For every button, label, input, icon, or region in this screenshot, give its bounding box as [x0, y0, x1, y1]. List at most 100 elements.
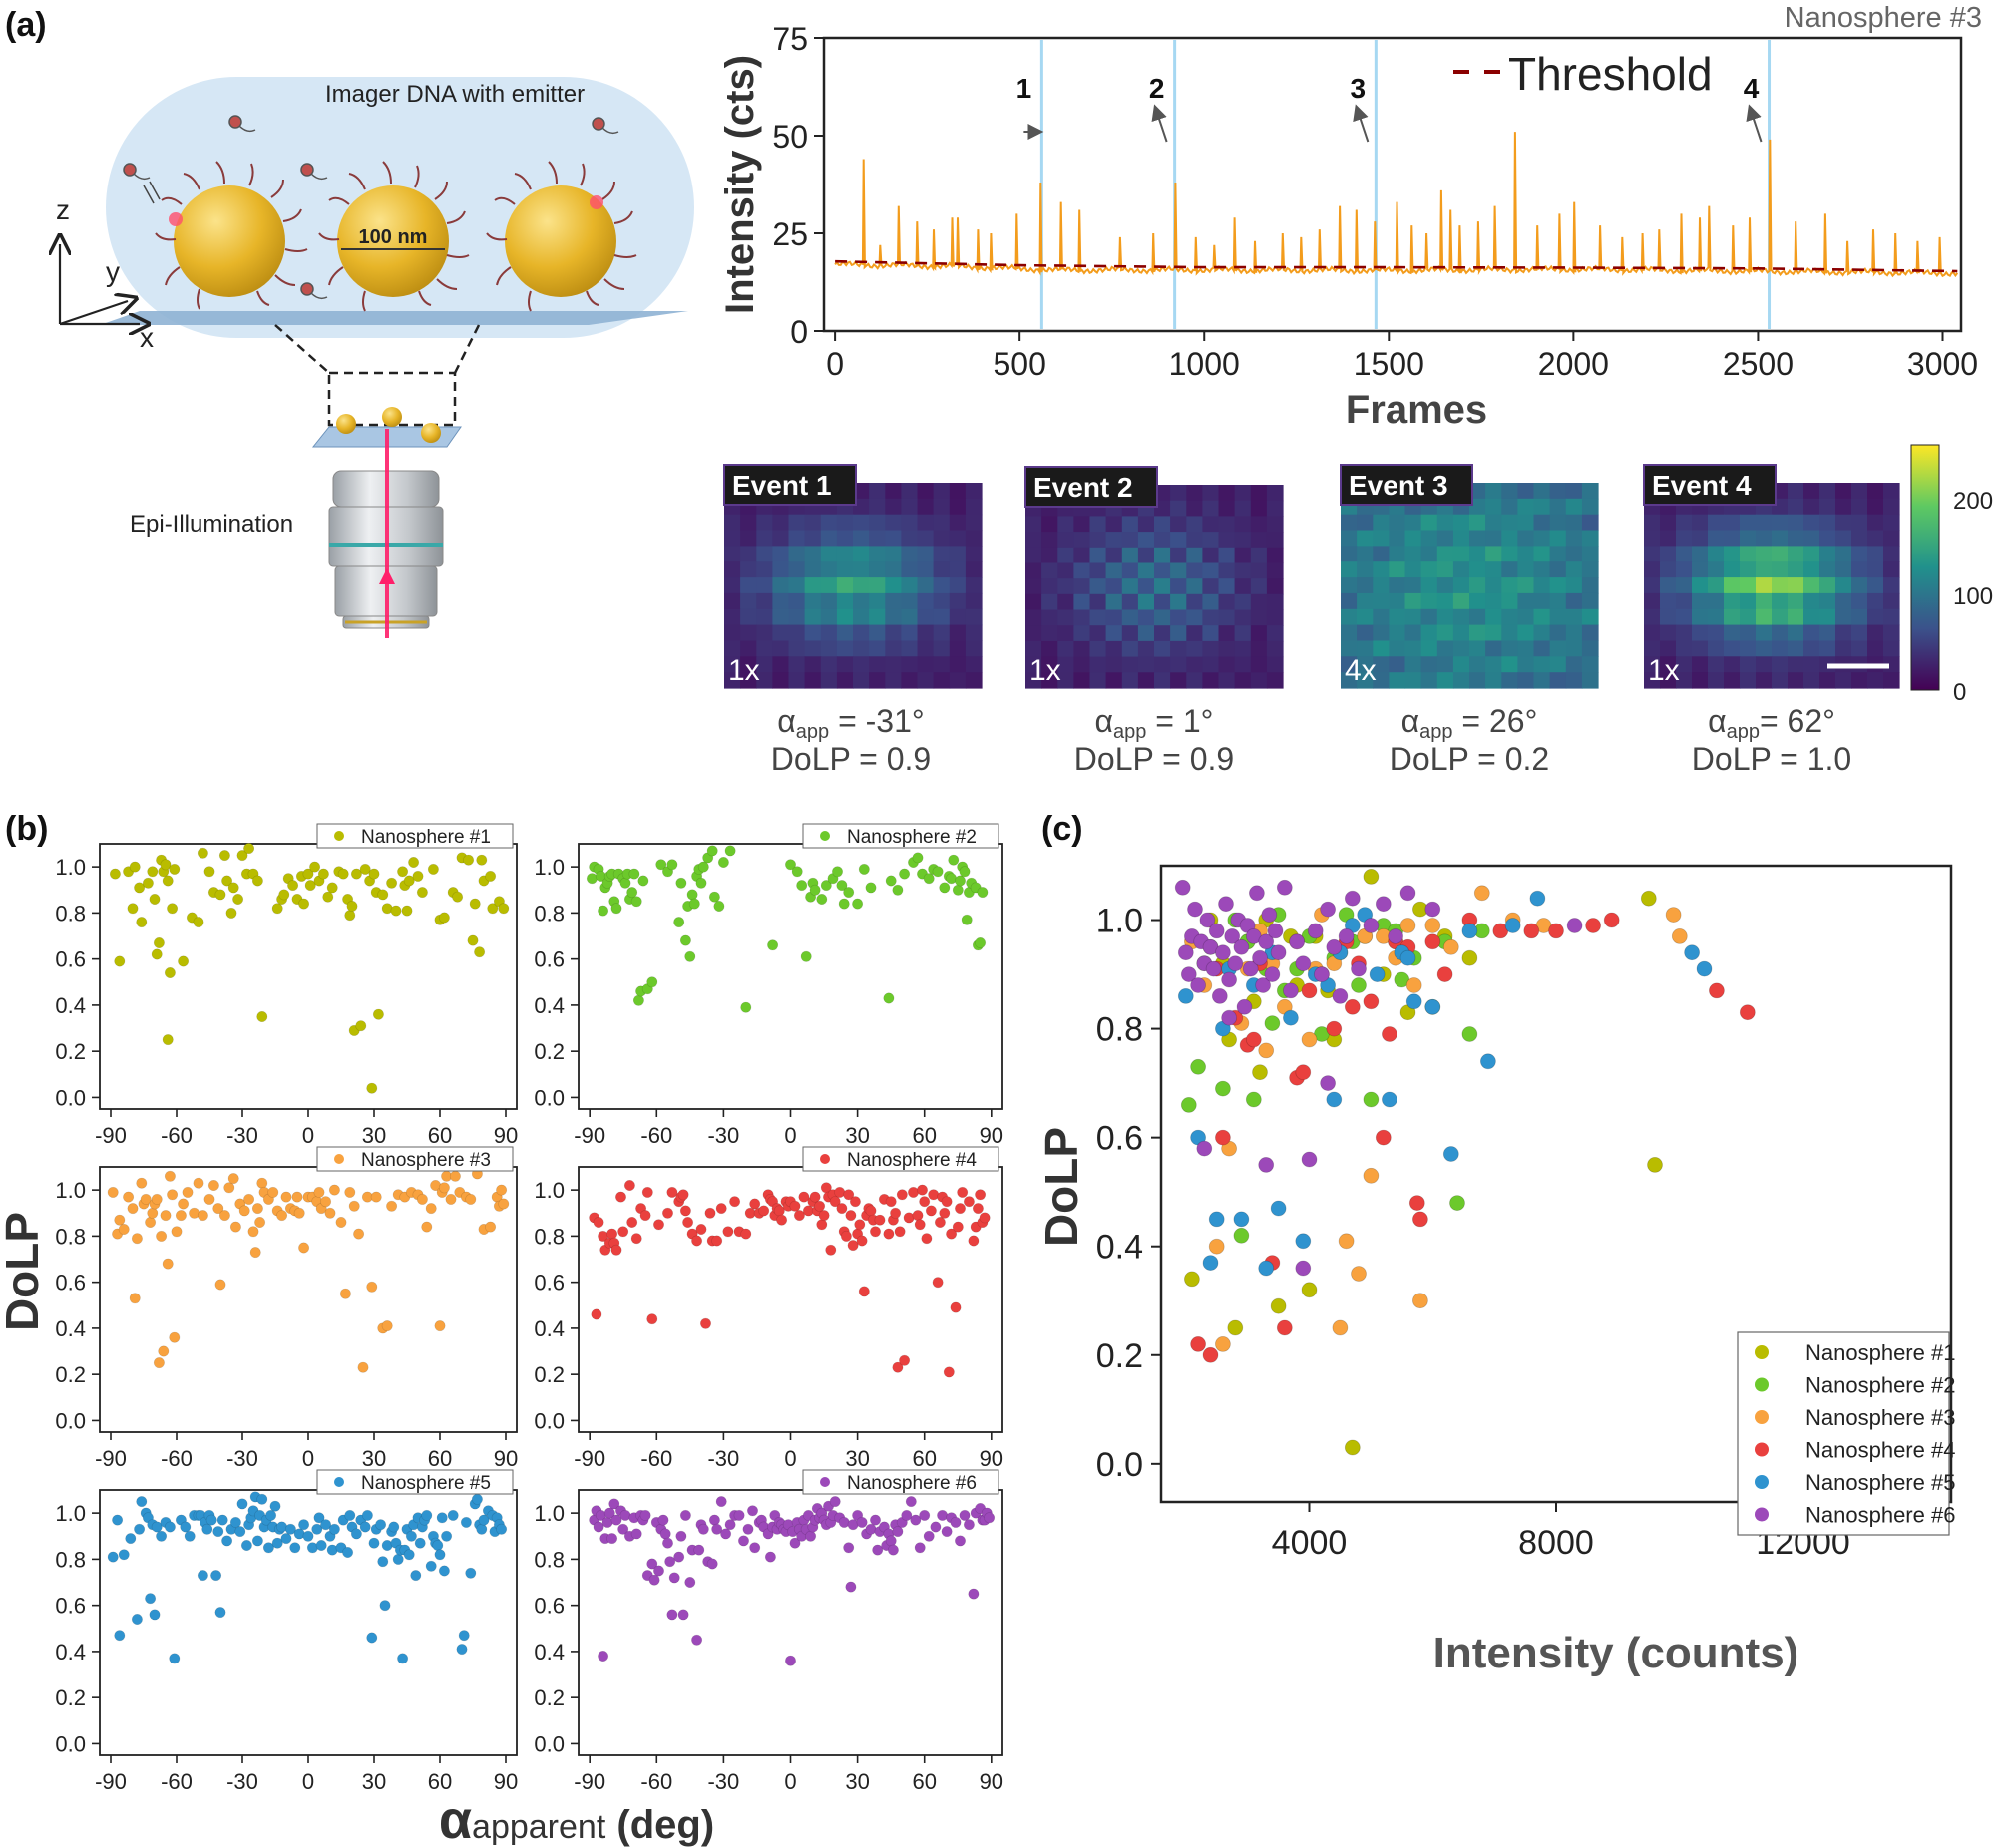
event-pixel	[1202, 672, 1220, 689]
event-pixel	[820, 530, 838, 547]
event-pixel	[1025, 593, 1042, 611]
event-pixel	[1341, 656, 1358, 673]
event-pixel	[965, 592, 983, 610]
b-data-point	[478, 1514, 490, 1526]
event-pixel	[1851, 561, 1868, 578]
event-pixel	[917, 514, 935, 532]
event-pixel	[1436, 514, 1454, 532]
event-pixel	[1202, 640, 1220, 658]
b-data-point	[311, 1523, 323, 1535]
event-alpha: αapp = -31°	[777, 703, 924, 743]
event-pixel	[1452, 608, 1470, 626]
b-data-point	[711, 1235, 723, 1247]
b-data-point	[664, 1556, 676, 1568]
b-data-point	[626, 1217, 638, 1229]
b-data-point	[666, 859, 678, 871]
b-data-point	[164, 966, 176, 978]
b-data-point	[684, 950, 696, 962]
c-data-point	[1326, 1091, 1343, 1108]
event-pixel	[1170, 516, 1187, 533]
c-data-point	[1242, 960, 1259, 977]
event-pixel	[804, 546, 822, 562]
event-pixel	[1772, 514, 1789, 532]
trace-y-tick-label: 25	[772, 216, 808, 252]
event-pixel	[949, 514, 967, 532]
c-x-tick-label: 8000	[1518, 1524, 1594, 1562]
event-pixel	[1420, 530, 1438, 547]
event-pixel	[933, 656, 951, 673]
b-data-point	[131, 1614, 143, 1626]
b-data-point	[789, 1537, 801, 1549]
c-data-point	[1442, 1146, 1459, 1162]
b-data-point	[892, 884, 904, 896]
b-data-point	[865, 1205, 877, 1217]
b-x-tick-label: -30	[707, 1123, 739, 1148]
event-pixel	[1549, 608, 1567, 626]
event-pixel	[1501, 608, 1518, 626]
event-pixel	[1867, 672, 1884, 689]
c-data-point	[1399, 949, 1416, 966]
event-pixel	[901, 624, 919, 641]
b-data-point	[368, 868, 380, 880]
event-pixel	[933, 514, 951, 532]
event-pixel	[1250, 516, 1268, 533]
event-pixel	[1549, 498, 1567, 516]
b-data-point	[899, 1354, 911, 1366]
event-pixel	[1452, 592, 1470, 610]
event-pixel	[869, 498, 886, 516]
c-data-point	[1461, 949, 1478, 966]
event-pixel	[1218, 625, 1236, 642]
alpha-symbol: α	[1401, 703, 1420, 739]
event-pixel	[1692, 656, 1709, 673]
axis-z-label: z	[56, 194, 70, 225]
trace-x-tick-label: 1000	[1169, 346, 1240, 382]
event-pixel	[1057, 593, 1074, 611]
event-pixel	[1803, 577, 1820, 594]
event-pixel	[1266, 578, 1284, 595]
c-data-point	[1202, 1346, 1219, 1363]
b-data-point	[366, 1632, 378, 1644]
event-pixel	[1581, 514, 1599, 532]
event-pixel	[1851, 498, 1868, 516]
event-pixel	[1533, 546, 1551, 562]
b-data-point	[293, 1207, 305, 1219]
event-label-bg	[1643, 464, 1777, 506]
b-data-point	[946, 1228, 958, 1240]
event-pixel	[1420, 608, 1438, 626]
b-x-tick-label: -30	[226, 1123, 258, 1148]
event-pixel	[1803, 561, 1820, 578]
event-pixel	[1867, 514, 1884, 532]
b-data-point	[370, 1191, 382, 1203]
event-pixel	[1740, 608, 1757, 626]
c-data-point	[1301, 982, 1318, 999]
event-pixel	[1357, 672, 1374, 689]
event-dolp: DoLP = 0.9	[771, 741, 931, 777]
b-data-point	[715, 1203, 727, 1215]
event-pixel	[1517, 498, 1535, 516]
event-pixel	[1436, 592, 1454, 610]
event-pixel	[1089, 562, 1107, 579]
event-pixel	[1533, 656, 1551, 673]
b-data-point	[919, 1196, 931, 1208]
b-data-point	[682, 1217, 694, 1229]
b-data-point	[232, 893, 244, 905]
event-pixel	[1121, 672, 1139, 689]
event-pixel	[1186, 656, 1203, 673]
event-pixel	[1373, 624, 1390, 641]
event-pixel	[1692, 624, 1709, 641]
nanosphere-left	[143, 161, 308, 310]
b-data-point	[652, 1219, 664, 1231]
b-data-point	[221, 1535, 233, 1547]
event-pixel	[1341, 546, 1358, 562]
event-pixel	[1389, 530, 1406, 547]
event-pixel	[1073, 672, 1091, 689]
event-pixel	[1420, 640, 1438, 657]
event-pixel	[1234, 532, 1252, 549]
trace-y-tick-label: 75	[772, 21, 808, 57]
b-data-point	[699, 1317, 711, 1329]
event-pixel	[869, 577, 886, 594]
b-data-point	[412, 870, 424, 882]
b-data-point	[372, 1008, 384, 1020]
event-pixel	[1533, 498, 1551, 516]
